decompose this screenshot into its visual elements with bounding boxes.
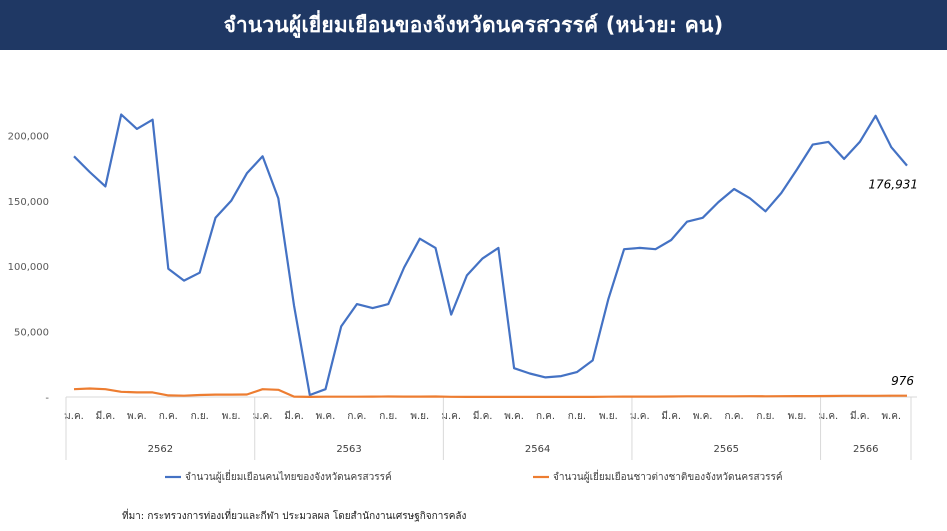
- x-tick-label: ก.ค.: [159, 411, 178, 422]
- year-label: 2565: [714, 444, 739, 455]
- x-tick-label: ก.ค.: [347, 411, 366, 422]
- source-note: ที่มา: กระทรวงการท่องเที่ยวและกีฬา ประมว…: [122, 511, 467, 522]
- legend-item-foreign-label: จำนวนผู้เยี่ยมเยือนชาวต่างชาติของจังหวัด…: [553, 469, 783, 483]
- chart-title: จำนวนผู้เยี่ยมเยือนของจังหวัดนครสวรรค์ (…: [0, 0, 947, 50]
- x-tick-label: พ.ย.: [599, 411, 618, 422]
- x-tick-label: ก.ย.: [379, 411, 397, 422]
- x-tick-label: มี.ค.: [661, 410, 681, 422]
- x-tick-label: ก.ย.: [191, 411, 209, 422]
- x-tick-label: มี.ค.: [284, 410, 304, 422]
- series-line-foreign: [73, 387, 907, 398]
- x-tick-label: พ.ย.: [788, 411, 807, 422]
- x-tick-label: มี.ค.: [96, 410, 116, 422]
- year-label: 2562: [148, 444, 173, 455]
- series-line-thai: [73, 113, 908, 397]
- y-tick-label: 150,000: [8, 197, 49, 208]
- year-label: 2564: [525, 444, 550, 455]
- x-tick-label: พ.ค.: [316, 411, 336, 422]
- x-tick-label: พ.ค.: [693, 411, 713, 422]
- data-label-foreign-last: 976: [891, 374, 914, 388]
- y-tick-label: -: [45, 393, 49, 404]
- year-label: 2566: [853, 444, 878, 455]
- x-tick-label: ม.ค.: [253, 411, 273, 422]
- x-tick-label: ก.ย.: [756, 411, 774, 422]
- legend-item-thai-label: จำนวนผู้เยี่ยมเยือนคนไทยของจังหวัดนครสวร…: [185, 469, 392, 483]
- x-tick-label: ม.ค.: [819, 411, 839, 422]
- x-tick-label: ก.ย.: [568, 411, 586, 422]
- x-tick-label: พ.ค.: [127, 411, 147, 422]
- x-tick-label: พ.ย.: [222, 411, 241, 422]
- y-tick-label: 50,000: [14, 328, 49, 339]
- x-tick-label: มี.ค.: [473, 410, 493, 422]
- x-tick-label: ก.ค.: [536, 411, 555, 422]
- y-tick-label: 200,000: [8, 131, 49, 142]
- x-tick-label: พ.ย.: [410, 411, 429, 422]
- x-tick-label: พ.ค.: [881, 411, 901, 422]
- x-tick-label: ม.ค.: [441, 411, 461, 422]
- x-tick-label: ม.ค.: [64, 411, 84, 422]
- data-label-thai-last: 176,931: [868, 178, 918, 192]
- year-label: 2563: [336, 444, 361, 455]
- x-tick-label: ม.ค.: [630, 411, 650, 422]
- x-tick-label: ก.ค.: [725, 411, 744, 422]
- x-tick-label: พ.ค.: [504, 411, 524, 422]
- x-tick-label: มี.ค.: [850, 410, 870, 422]
- y-tick-label: 100,000: [8, 262, 49, 273]
